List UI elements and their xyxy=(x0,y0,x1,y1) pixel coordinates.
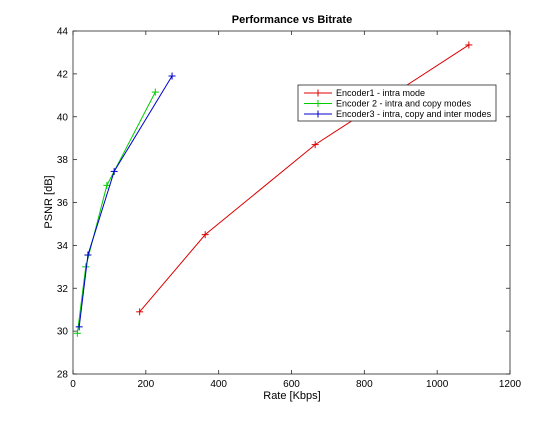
data-point xyxy=(136,308,144,316)
data-point xyxy=(201,231,209,239)
data-point xyxy=(103,181,111,189)
plot-layer: 0 200 400 600 800 1000 1200 28 30 32 34 36 38 40 42 44 E… xyxy=(57,27,522,391)
y-tick-label: 44 xyxy=(57,27,69,38)
series-line-2 xyxy=(76,91,156,334)
data-point xyxy=(110,167,118,175)
legend-label: Encoder 2 - intra and copy modes xyxy=(336,99,472,109)
x-tick-label: 800 xyxy=(356,379,373,390)
y-tick-label: 40 xyxy=(57,112,69,123)
y-tick-label: 30 xyxy=(57,327,69,338)
data-point xyxy=(465,41,473,49)
x-axis-label: Rate [Kbps] xyxy=(263,390,320,402)
x-tick-label: 1000 xyxy=(426,379,449,390)
y-tick-label: 28 xyxy=(57,370,69,381)
data-point xyxy=(75,323,83,331)
y-tick-label: 32 xyxy=(57,284,69,295)
y-axis-label: PSNR [dB] xyxy=(43,175,55,228)
data-point xyxy=(73,329,81,337)
data-point xyxy=(311,141,319,149)
chart-title: Performance vs Bitrate xyxy=(232,14,352,26)
data-point xyxy=(168,72,176,80)
data-point xyxy=(84,251,92,259)
x-tick-label: 400 xyxy=(210,379,227,390)
y-tick-label: 34 xyxy=(57,241,69,252)
series-line-3 xyxy=(78,75,173,327)
legend-label: Encoder3 - intra, copy and inter modes xyxy=(336,109,492,119)
x-tick-label: 200 xyxy=(137,379,154,390)
x-tick-label: 0 xyxy=(70,379,76,390)
x-tick-label: 1200 xyxy=(499,379,522,390)
y-tick-label: 36 xyxy=(57,198,69,209)
y-tick-label: 42 xyxy=(57,69,69,80)
legend-label: Encoder1 - intra mode xyxy=(336,88,425,98)
x-tick-label: 600 xyxy=(283,379,300,390)
data-point xyxy=(151,88,159,96)
y-tick-label: 38 xyxy=(57,155,69,166)
plot-frame xyxy=(72,30,511,375)
